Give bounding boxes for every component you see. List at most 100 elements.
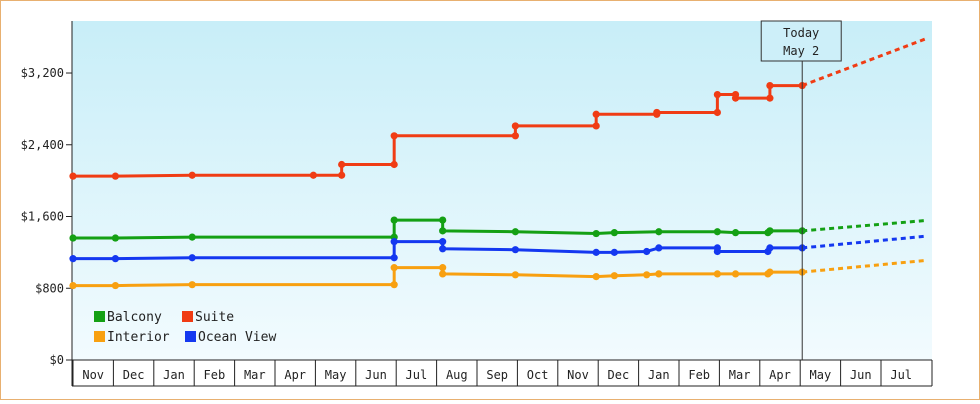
data-point bbox=[713, 270, 721, 278]
month-label: Aug bbox=[446, 368, 468, 382]
series-layer bbox=[69, 37, 926, 290]
data-point bbox=[511, 271, 519, 279]
data-point bbox=[766, 94, 774, 102]
data-point bbox=[643, 247, 651, 256]
month-label: Mar bbox=[244, 368, 266, 382]
data-point bbox=[655, 244, 663, 252]
data-point bbox=[188, 281, 196, 289]
y-axis: $3,200 $2,400 $1,600 $800 $0 bbox=[21, 21, 73, 386]
today-date: May 2 bbox=[783, 44, 819, 58]
data-point bbox=[439, 216, 447, 224]
legend: Balcony Suite Interior Ocean View bbox=[94, 310, 276, 345]
data-point bbox=[766, 227, 774, 235]
legend-swatch bbox=[94, 331, 105, 342]
data-point bbox=[439, 238, 447, 246]
data-point bbox=[511, 228, 519, 236]
data-point bbox=[439, 245, 447, 253]
data-point bbox=[439, 264, 447, 272]
today-marker: Today May 2 bbox=[760, 20, 842, 360]
data-point bbox=[338, 160, 346, 169]
month-label: Dec bbox=[123, 368, 145, 382]
data-point bbox=[69, 281, 77, 290]
data-point bbox=[610, 248, 618, 256]
legend-swatch bbox=[94, 311, 105, 322]
data-point bbox=[69, 172, 77, 180]
month-label: Jun bbox=[850, 368, 872, 382]
data-point bbox=[592, 272, 600, 281]
legend-swatch bbox=[182, 311, 193, 322]
legend-label: Suite bbox=[195, 310, 234, 325]
month-label: Jan bbox=[163, 368, 185, 382]
month-label: Jun bbox=[365, 368, 387, 382]
month-label: Jul bbox=[890, 368, 912, 382]
data-point bbox=[653, 108, 661, 117]
month-label: Oct bbox=[527, 368, 549, 382]
month-label: Apr bbox=[284, 368, 306, 382]
today-box bbox=[760, 20, 842, 62]
series-suite bbox=[69, 37, 926, 180]
data-point bbox=[390, 264, 398, 272]
y-tick-label: $1,600 bbox=[21, 210, 64, 224]
data-point bbox=[188, 233, 196, 241]
data-point bbox=[390, 160, 398, 169]
legend-swatch bbox=[185, 331, 196, 342]
forecast-line bbox=[802, 258, 926, 274]
data-point bbox=[766, 268, 774, 276]
data-point bbox=[188, 254, 196, 262]
month-label: Feb bbox=[204, 368, 226, 382]
month-label: Mar bbox=[729, 368, 751, 382]
data-point bbox=[592, 229, 600, 238]
data-point bbox=[592, 248, 600, 256]
data-point bbox=[390, 238, 398, 246]
data-point bbox=[511, 122, 519, 130]
y-tick-label: $800 bbox=[35, 281, 64, 295]
data-point bbox=[439, 227, 447, 235]
series-balcony bbox=[69, 216, 926, 242]
month-label: Apr bbox=[769, 368, 791, 382]
forecast-line bbox=[802, 219, 926, 233]
legend-label: Ocean View bbox=[198, 330, 276, 345]
forecast-line bbox=[801, 37, 926, 87]
month-label: Sep bbox=[486, 368, 508, 382]
month-label: Dec bbox=[608, 368, 630, 382]
data-point bbox=[390, 132, 398, 140]
y-tick-label: $0 bbox=[50, 353, 64, 367]
series-ocean-view bbox=[69, 234, 926, 263]
data-point bbox=[655, 270, 663, 278]
series-interior bbox=[69, 258, 926, 290]
data-point bbox=[111, 172, 120, 180]
month-label: May bbox=[810, 368, 832, 382]
y-tick-label: $2,400 bbox=[21, 138, 64, 152]
data-point bbox=[766, 81, 774, 90]
y-tick-label: $3,200 bbox=[21, 66, 64, 80]
data-point bbox=[655, 228, 663, 236]
data-point bbox=[766, 244, 774, 252]
data-point bbox=[610, 229, 618, 237]
data-point bbox=[390, 216, 398, 224]
data-point bbox=[69, 234, 77, 242]
series-line bbox=[73, 218, 803, 240]
data-point bbox=[731, 229, 740, 237]
data-point bbox=[713, 108, 721, 117]
x-axis: Nov Dec Jan Feb Mar Apr May Jun Jul Aug Sep Oct Nov D… bbox=[72, 359, 933, 387]
data-point bbox=[643, 271, 651, 279]
data-point bbox=[111, 255, 120, 263]
data-point bbox=[592, 122, 600, 130]
data-point bbox=[713, 247, 721, 256]
data-point bbox=[731, 94, 740, 102]
data-point bbox=[511, 246, 519, 254]
data-point bbox=[439, 270, 447, 278]
data-point bbox=[188, 171, 196, 179]
data-point bbox=[69, 255, 77, 263]
data-point bbox=[610, 272, 618, 280]
month-label: Feb bbox=[688, 368, 710, 382]
data-point bbox=[390, 281, 398, 289]
data-point bbox=[390, 254, 398, 262]
data-point bbox=[731, 270, 740, 278]
month-label: May bbox=[325, 368, 347, 382]
month-label: Jul bbox=[406, 368, 428, 382]
data-point bbox=[338, 171, 346, 179]
data-point bbox=[713, 90, 721, 99]
